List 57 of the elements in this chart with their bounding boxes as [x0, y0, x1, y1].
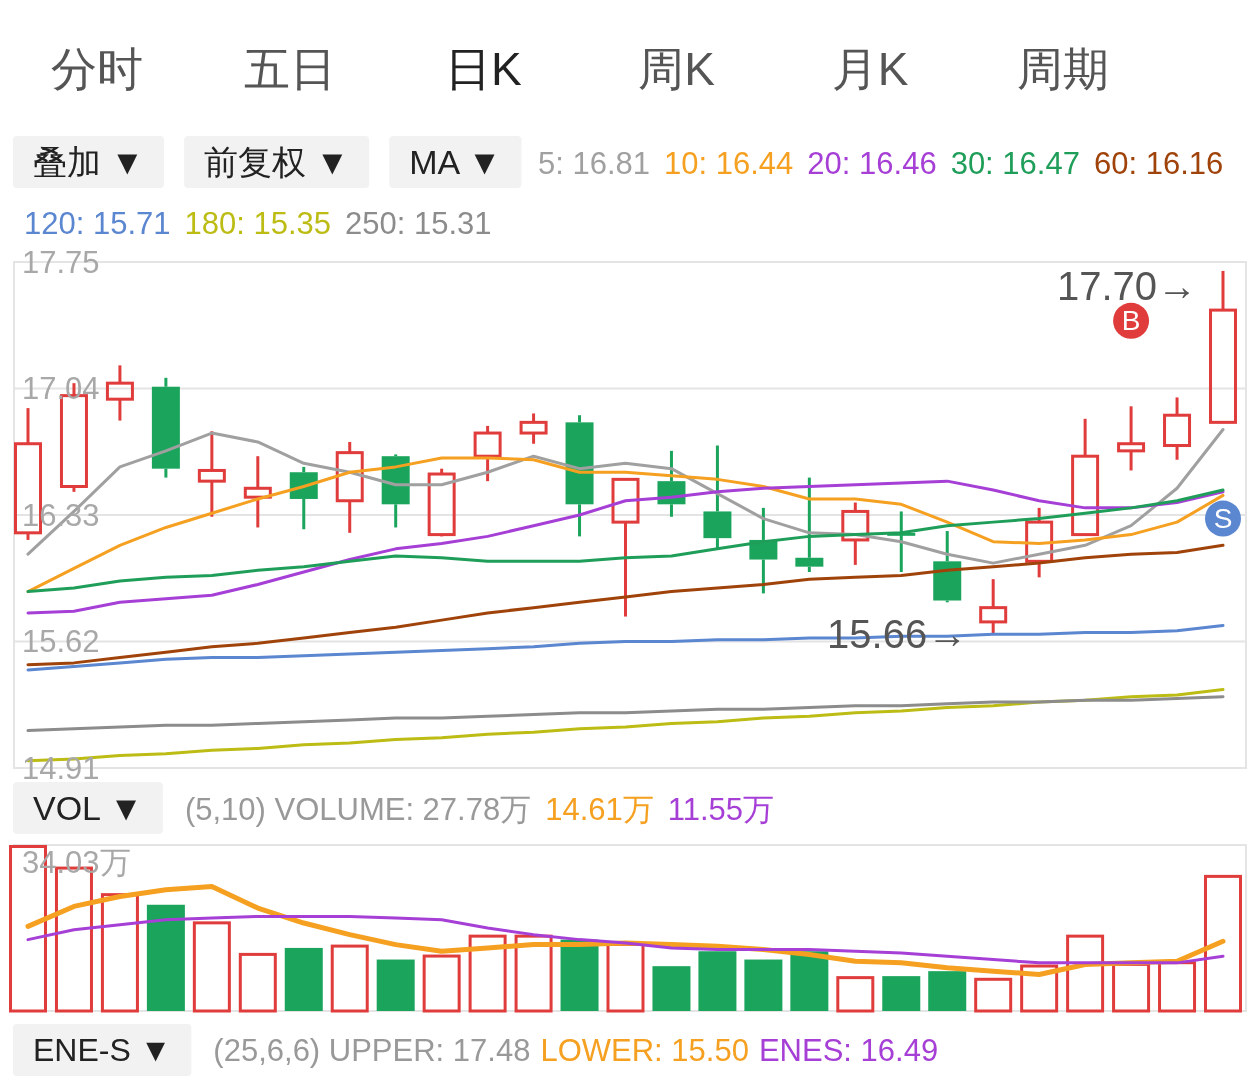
- text: 日K: [444, 43, 522, 95]
- text: 周期: [1017, 43, 1110, 95]
- bar: [882, 976, 921, 1011]
- data-label: B: [1121, 305, 1141, 337]
- bar: [514, 934, 553, 1013]
- bar: [1066, 934, 1105, 1013]
- bar: [1204, 874, 1242, 1013]
- legend-title: (5,10) VOLUME: 27.78万: [184, 792, 532, 827]
- line-series: [26, 695, 1225, 733]
- bar: [698, 951, 737, 1011]
- text: 30: 16.47: [950, 146, 1080, 181]
- text: 月K: [831, 43, 909, 95]
- text: (25,6,6) UPPER: 17.48: [213, 1032, 531, 1068]
- text: 180: 15.35: [184, 206, 332, 241]
- data-label: S: [1213, 503, 1233, 535]
- text: 60: 16.16: [1093, 146, 1224, 181]
- text: 五日: [244, 43, 336, 95]
- bar: [146, 904, 185, 1011]
- text: 分时: [50, 43, 143, 95]
- text: VOL ▼: [33, 789, 143, 827]
- bar: [422, 954, 461, 1013]
- bar: [376, 959, 415, 1011]
- bar: [1158, 961, 1197, 1013]
- bar: [100, 893, 139, 1013]
- text: 20: 16.46: [807, 146, 937, 181]
- bar: [974, 977, 1013, 1013]
- bar: [836, 976, 875, 1013]
- text: 叠加 ▼: [33, 143, 145, 181]
- bar: [1112, 962, 1151, 1013]
- bar: [606, 942, 645, 1013]
- text: ENE-S ▼: [33, 1032, 172, 1068]
- bar: [652, 966, 691, 1011]
- text: 前复权 ▼: [204, 143, 350, 181]
- text: 11.55万: [667, 792, 775, 827]
- bar: [192, 921, 231, 1013]
- line-series: [26, 543, 1225, 667]
- bar: [790, 951, 829, 1011]
- bar: [744, 959, 783, 1011]
- text: 5: 16.81: [538, 146, 651, 181]
- text: 10: 16.44: [664, 146, 794, 181]
- text: ENES: 16.49: [758, 1032, 939, 1068]
- bar: [928, 971, 967, 1011]
- bar: [560, 939, 599, 1011]
- annotation: 17.70→: [1056, 264, 1197, 308]
- text: 250: 15.31: [345, 206, 492, 241]
- bar: [330, 944, 369, 1013]
- text: 周K: [638, 43, 716, 95]
- text: MA ▼: [409, 143, 502, 181]
- bar: [238, 952, 277, 1013]
- text: LOWER: 15.50: [540, 1032, 749, 1068]
- y-tick-label: 14.91: [22, 750, 100, 786]
- y-tick-label: 17.75: [22, 244, 100, 280]
- text: 120: 15.71: [24, 206, 171, 241]
- y-tick-label: 15.62: [22, 624, 100, 659]
- text: 14.61万: [545, 792, 654, 827]
- bar: [284, 947, 323, 1011]
- bar: [468, 934, 507, 1013]
